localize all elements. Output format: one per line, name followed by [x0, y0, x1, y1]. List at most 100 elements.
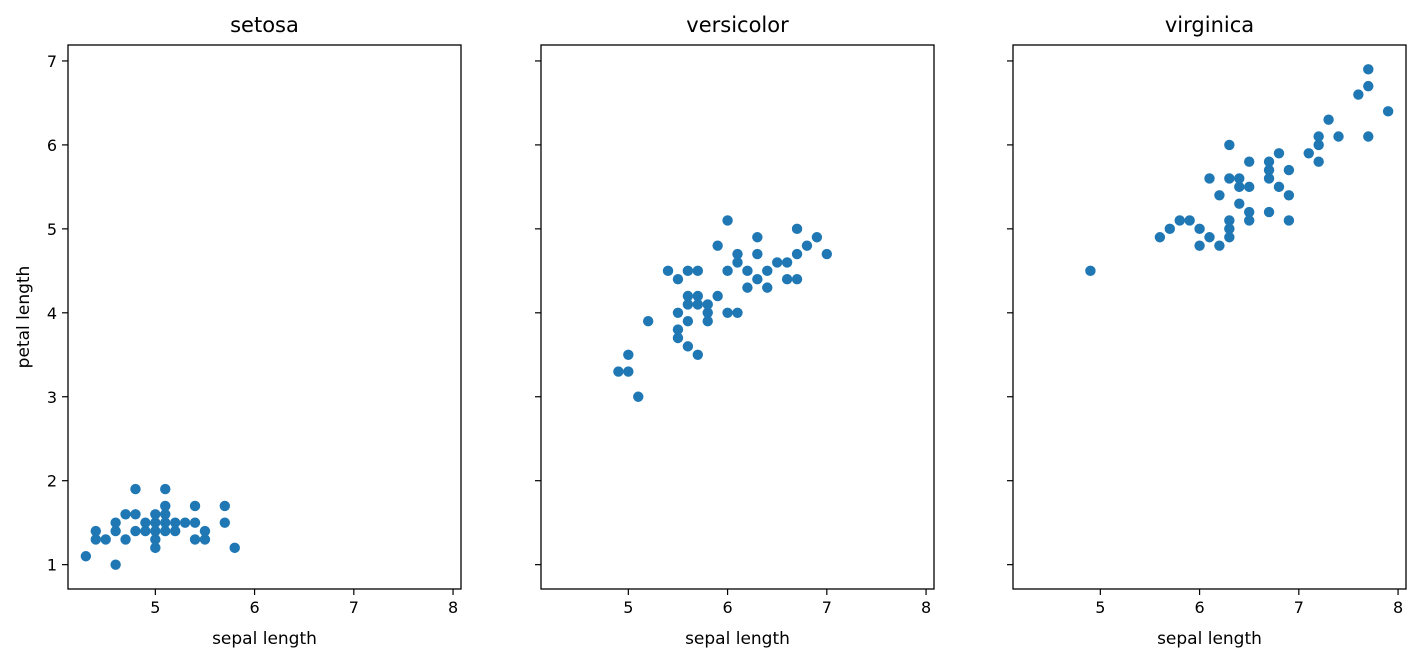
data-point — [623, 366, 634, 377]
panel-virginica: virginica 5 6 7 8 sepal length — [1007, 13, 1407, 649]
plot-frame — [540, 44, 935, 590]
data-point — [712, 240, 723, 251]
data-point — [1224, 173, 1235, 184]
x-tick-label: 7 — [1294, 598, 1304, 617]
y-tick-label: 2 — [47, 472, 57, 491]
data-point — [762, 282, 773, 293]
data-point — [189, 500, 201, 512]
data-point — [752, 274, 763, 285]
data-point — [189, 517, 201, 528]
data-point — [672, 307, 684, 319]
data-point — [702, 299, 713, 310]
data-point — [1303, 148, 1314, 159]
panel-title: setosa — [230, 13, 299, 37]
data-point — [1204, 173, 1215, 184]
data-point — [169, 517, 181, 528]
data-point — [752, 248, 763, 260]
x-tick-label: 6 — [249, 598, 259, 617]
x-tick-label: 6 — [1194, 598, 1204, 617]
data-point — [150, 534, 161, 545]
data-point — [100, 534, 111, 545]
data-point — [633, 391, 644, 402]
y-tick-label: 3 — [47, 388, 57, 407]
data-point — [130, 525, 141, 537]
data-point — [1382, 106, 1394, 117]
data-point — [682, 299, 694, 310]
data-point — [811, 232, 823, 243]
x-tick-label: 5 — [623, 598, 633, 617]
y-tick-label: 1 — [47, 556, 57, 575]
x-tick-label: 8 — [921, 598, 931, 617]
y-axis-label: petal length — [14, 266, 34, 369]
data-point — [189, 534, 201, 545]
data-point — [150, 542, 161, 554]
data-point — [801, 240, 813, 251]
data-point — [160, 525, 171, 537]
data-point — [722, 265, 733, 277]
panel-versicolor: versicolor 5 6 7 8 sepal length — [535, 13, 935, 649]
x-axis-label: sepal length — [212, 629, 317, 649]
data-point — [130, 483, 141, 495]
data-point — [1224, 139, 1235, 151]
data-point — [1313, 156, 1324, 167]
data-point — [1234, 198, 1245, 209]
data-point — [1214, 190, 1225, 201]
x-tick-label: 7 — [822, 598, 832, 617]
plot-frame — [1012, 44, 1407, 590]
data-point — [821, 248, 833, 260]
data-point — [623, 349, 634, 360]
data-point — [1273, 181, 1285, 193]
data-point — [110, 525, 121, 537]
panel-setosa: setosa 5 6 7 8 1 2 3 4 5 6 7 sepal length — [47, 13, 462, 649]
data-point — [781, 274, 793, 285]
data-point — [160, 509, 171, 520]
data-point — [179, 517, 191, 528]
data-point — [692, 299, 704, 310]
data-point — [1273, 148, 1285, 159]
data-point — [160, 483, 171, 495]
data-point — [1353, 89, 1364, 100]
data-point — [781, 257, 793, 268]
x-axis-label: sepal length — [685, 629, 790, 649]
data-point — [1154, 232, 1166, 243]
data-point — [1194, 240, 1205, 251]
data-point — [1283, 190, 1295, 201]
data-point — [672, 332, 684, 344]
data-point — [771, 257, 783, 268]
y-tick-label: 6 — [47, 136, 57, 155]
x-tick-label: 8 — [1393, 598, 1403, 617]
y-tick-label: 5 — [47, 220, 57, 239]
panel-title: virginica — [1165, 13, 1254, 37]
data-point — [120, 509, 131, 520]
data-point — [1263, 156, 1275, 167]
data-point — [1283, 215, 1295, 226]
data-point — [1263, 206, 1275, 218]
data-point — [692, 349, 704, 360]
data-point — [1224, 223, 1235, 235]
data-point — [1323, 114, 1334, 125]
data-point — [791, 274, 803, 285]
data-point — [722, 307, 733, 319]
plot-frame — [67, 44, 462, 590]
data-point — [1263, 173, 1275, 184]
data-point — [1234, 181, 1245, 193]
data-point — [1243, 215, 1255, 226]
data-point — [90, 525, 101, 537]
data-point — [1224, 215, 1235, 226]
data-point — [742, 282, 753, 293]
data-point — [1363, 131, 1374, 142]
data-point — [702, 307, 713, 319]
y-tick-label: 4 — [47, 304, 57, 323]
x-axis-label: sepal length — [1157, 629, 1262, 649]
data-point — [1243, 206, 1255, 218]
data-point — [1263, 164, 1275, 176]
data-point — [642, 315, 654, 327]
data-point — [722, 215, 733, 226]
data-point — [1313, 139, 1324, 151]
data-point — [90, 534, 101, 545]
data-point — [682, 315, 694, 327]
data-point — [130, 509, 141, 520]
x-tick-label: 5 — [1095, 598, 1105, 617]
data-point — [712, 290, 723, 302]
data-point — [1313, 131, 1324, 142]
